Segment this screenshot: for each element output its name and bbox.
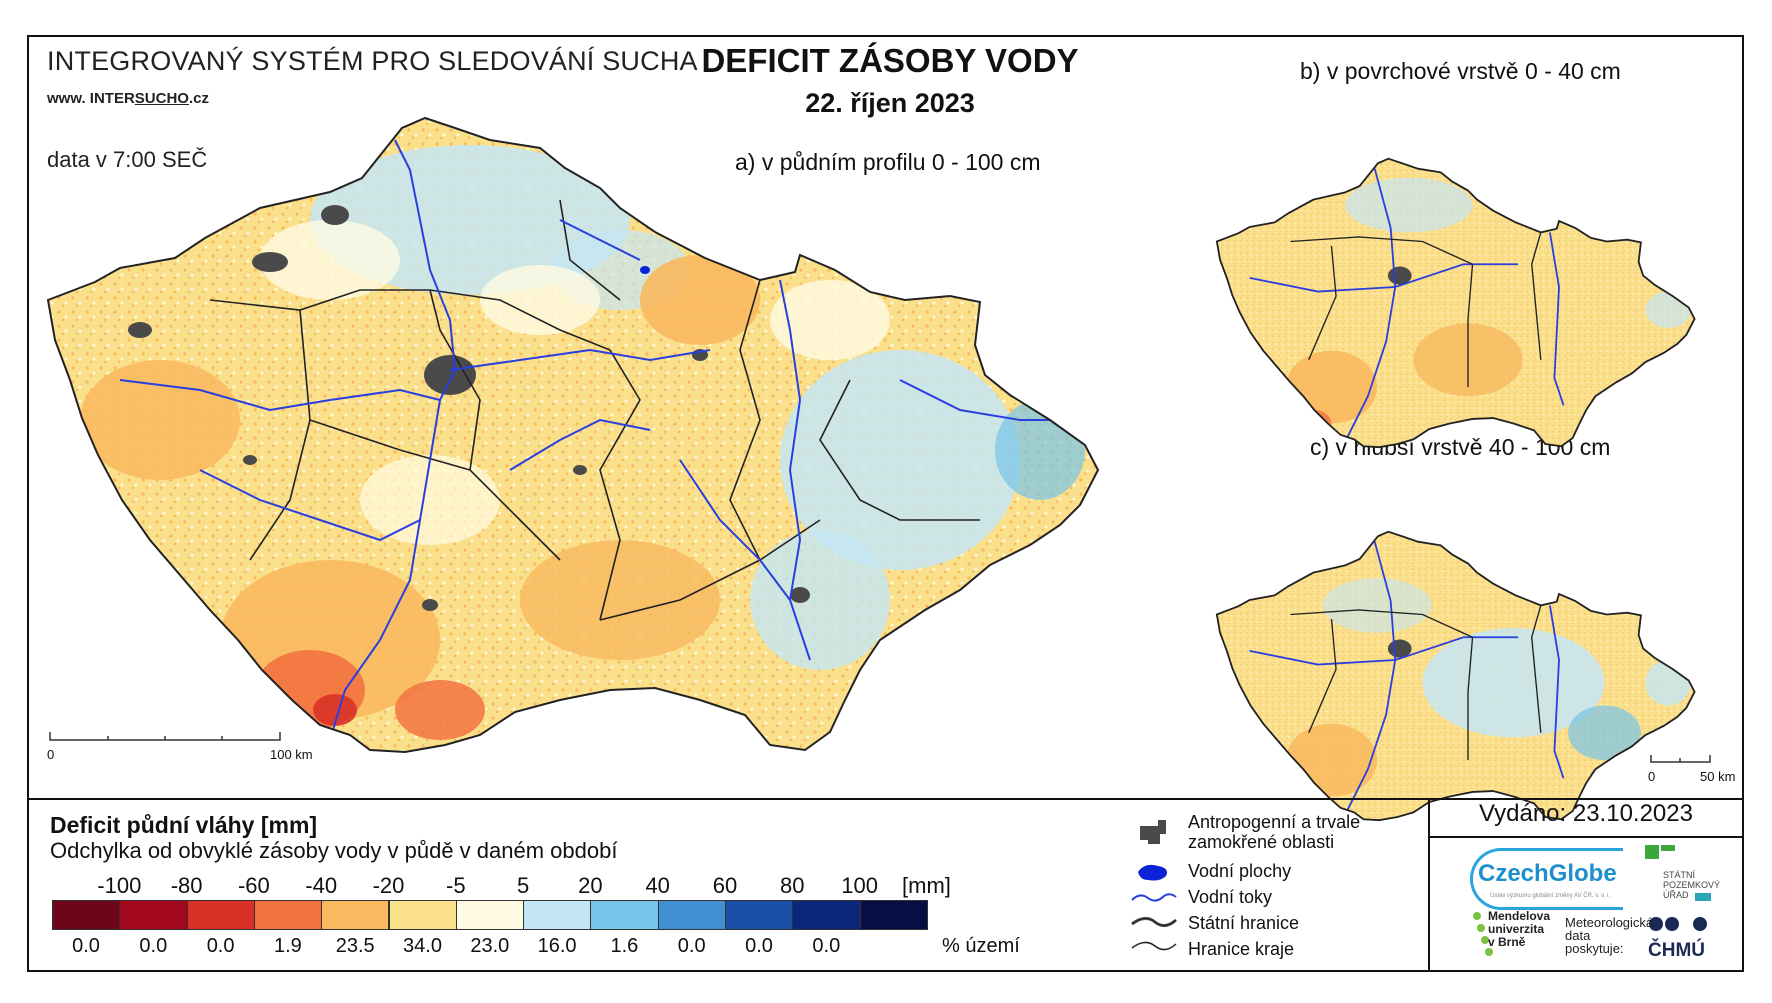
legend-tick: -40 [305, 873, 338, 898]
legend-percent: 16.0 [537, 935, 577, 957]
anthropogenic-label: Antropogenní a trvale zamokřené oblasti [1188, 812, 1360, 852]
legend-tick: 60 [712, 873, 738, 898]
anthropogenic-line2: zamokřené oblasti [1188, 832, 1335, 852]
anthropogenic-line1: Antropogenní a trvale [1188, 812, 1361, 832]
czechglobe-logo[interactable]: CzechGlobe [1478, 860, 1617, 887]
scale-bar-small [1650, 755, 1711, 763]
website-suffix: .cz [188, 90, 209, 107]
legend-percent: 0.0 [139, 935, 168, 957]
mendel-logo[interactable]: Mendelova univerzita v Brně [1488, 910, 1550, 949]
issued-date: Vydáno: 23.10.2023 [1479, 800, 1693, 827]
legend-swatch [657, 900, 726, 930]
legend-swatch [455, 900, 525, 930]
streams-label: Vodní toky [1188, 887, 1273, 907]
map-b-label: b) v povrchové vrstvě 0 - 40 cm [1300, 58, 1621, 84]
chmu-logo[interactable]: ČHMÚ [1648, 940, 1705, 961]
legend-swatch [186, 900, 255, 930]
legend-swatch [388, 900, 457, 930]
czechglobe-subtitle: Ústav výzkumu globální změny AV ČR, v. v… [1490, 893, 1611, 899]
chmu-logo-mark [1649, 917, 1707, 931]
mendel-line3: v Brně [1488, 935, 1526, 949]
legend-percent: 1.6 [610, 935, 639, 957]
legend-swatch [119, 900, 188, 930]
map-a [47, 117, 1099, 753]
legend-percent: 23.0 [470, 935, 510, 957]
scale-main-zero: 0 [47, 747, 55, 762]
map-b [1215, 157, 1696, 449]
system-title: INTEGROVANÝ SYSTÉM PRO SLEDOVÁNÍ SUCHA [47, 46, 698, 76]
legend-percent: 34.0 [403, 935, 442, 957]
stream-icon [1131, 893, 1177, 902]
legend-swatch [725, 900, 794, 930]
map-date: 22. říjen 2023 [805, 88, 975, 118]
legend-swatch [590, 900, 659, 930]
legend-percent: 0.0 [745, 935, 773, 957]
spu-logo[interactable]: STÁTNÍ POZEMKOVÝ ÚŘAD [1663, 870, 1720, 900]
water-body-icon [1138, 864, 1167, 881]
legend-tick: 40 [645, 873, 670, 898]
state-border-label: Státní hranice [1188, 913, 1300, 933]
footer-divider [1428, 798, 1430, 972]
legend-swatch [859, 900, 928, 930]
scale-main-end: 100 km [270, 747, 313, 762]
legend-tick: -5 [446, 873, 466, 898]
met-data-label: Meteorologická data poskytuje: [1565, 916, 1653, 955]
legend-percent-label: % území [942, 935, 1020, 957]
legend-percent: 0.0 [812, 935, 841, 957]
legend-swatch [253, 900, 323, 930]
legend-subtitle: Odchylka od obvyklé zásoby vody v půdě v… [50, 838, 618, 863]
legend-tick: 20 [578, 873, 603, 898]
map-frame [27, 35, 1744, 972]
spu-line2: POZEMKOVÝ [1663, 880, 1721, 890]
state-border-icon [1131, 917, 1178, 927]
legend-tick: -80 [170, 873, 203, 898]
legend-tick: 100 [841, 873, 878, 898]
urban-area-icon [1140, 820, 1166, 844]
legend-swatch [52, 900, 121, 930]
legend-percent: 1.9 [273, 935, 302, 957]
legend-swatch [523, 900, 592, 930]
issued-divider [1428, 836, 1744, 838]
legend-tick: 80 [780, 873, 805, 898]
legend-tick: -60 [237, 873, 270, 898]
mendel-line2: univerzita [1488, 922, 1545, 936]
met-line1: Meteorologická [1565, 915, 1654, 930]
scale-small-zero: 0 [1648, 769, 1656, 784]
main-title: DEFICIT ZÁSOBY VODY [701, 42, 1079, 79]
website-link[interactable]: www. INTERSUCHO.cz [47, 90, 209, 107]
spu-logo-mark [1645, 845, 1711, 901]
website-mid: SUCHO [134, 90, 189, 107]
map-c [1215, 530, 1696, 822]
legend-tick: 5 [516, 873, 530, 898]
met-line3: poskytuje: [1565, 941, 1624, 956]
data-time: data v 7:00 SEČ [47, 147, 208, 172]
spu-line3: ÚŘAD [1663, 890, 1689, 900]
spu-line1: STÁTNÍ [1663, 870, 1696, 880]
mendel-logo-dots [1473, 912, 1493, 956]
water-bodies-label: Vodní plochy [1188, 861, 1292, 881]
czechglobe-logo-arc [1470, 848, 1623, 910]
met-line2: data [1565, 928, 1591, 943]
legend-swatch [792, 900, 861, 930]
legend-tick: -100 [97, 873, 142, 898]
mendel-line1: Mendelova [1488, 909, 1551, 923]
legend-unit: [mm] [902, 873, 951, 898]
scale-bar-main [49, 732, 281, 741]
legend-title: Deficit půdní vláhy [mm] [50, 812, 318, 838]
scale-small-end: 50 km [1700, 769, 1736, 784]
map-a-label: a) v půdním profilu 0 - 100 cm [735, 149, 1041, 175]
region-border-label: Hranice kraje [1188, 939, 1295, 959]
legend-percent: 23.5 [335, 935, 375, 957]
legend-swatch [321, 900, 390, 930]
website-prefix: www. INTER [47, 90, 135, 107]
legend-tick: -20 [372, 873, 405, 898]
legend-divider [27, 798, 1744, 800]
legend-percent: 0.0 [72, 935, 100, 957]
legend-percent: 0.0 [206, 935, 235, 957]
legend-percent: 0.0 [677, 935, 706, 957]
region-border-icon [1131, 941, 1177, 951]
